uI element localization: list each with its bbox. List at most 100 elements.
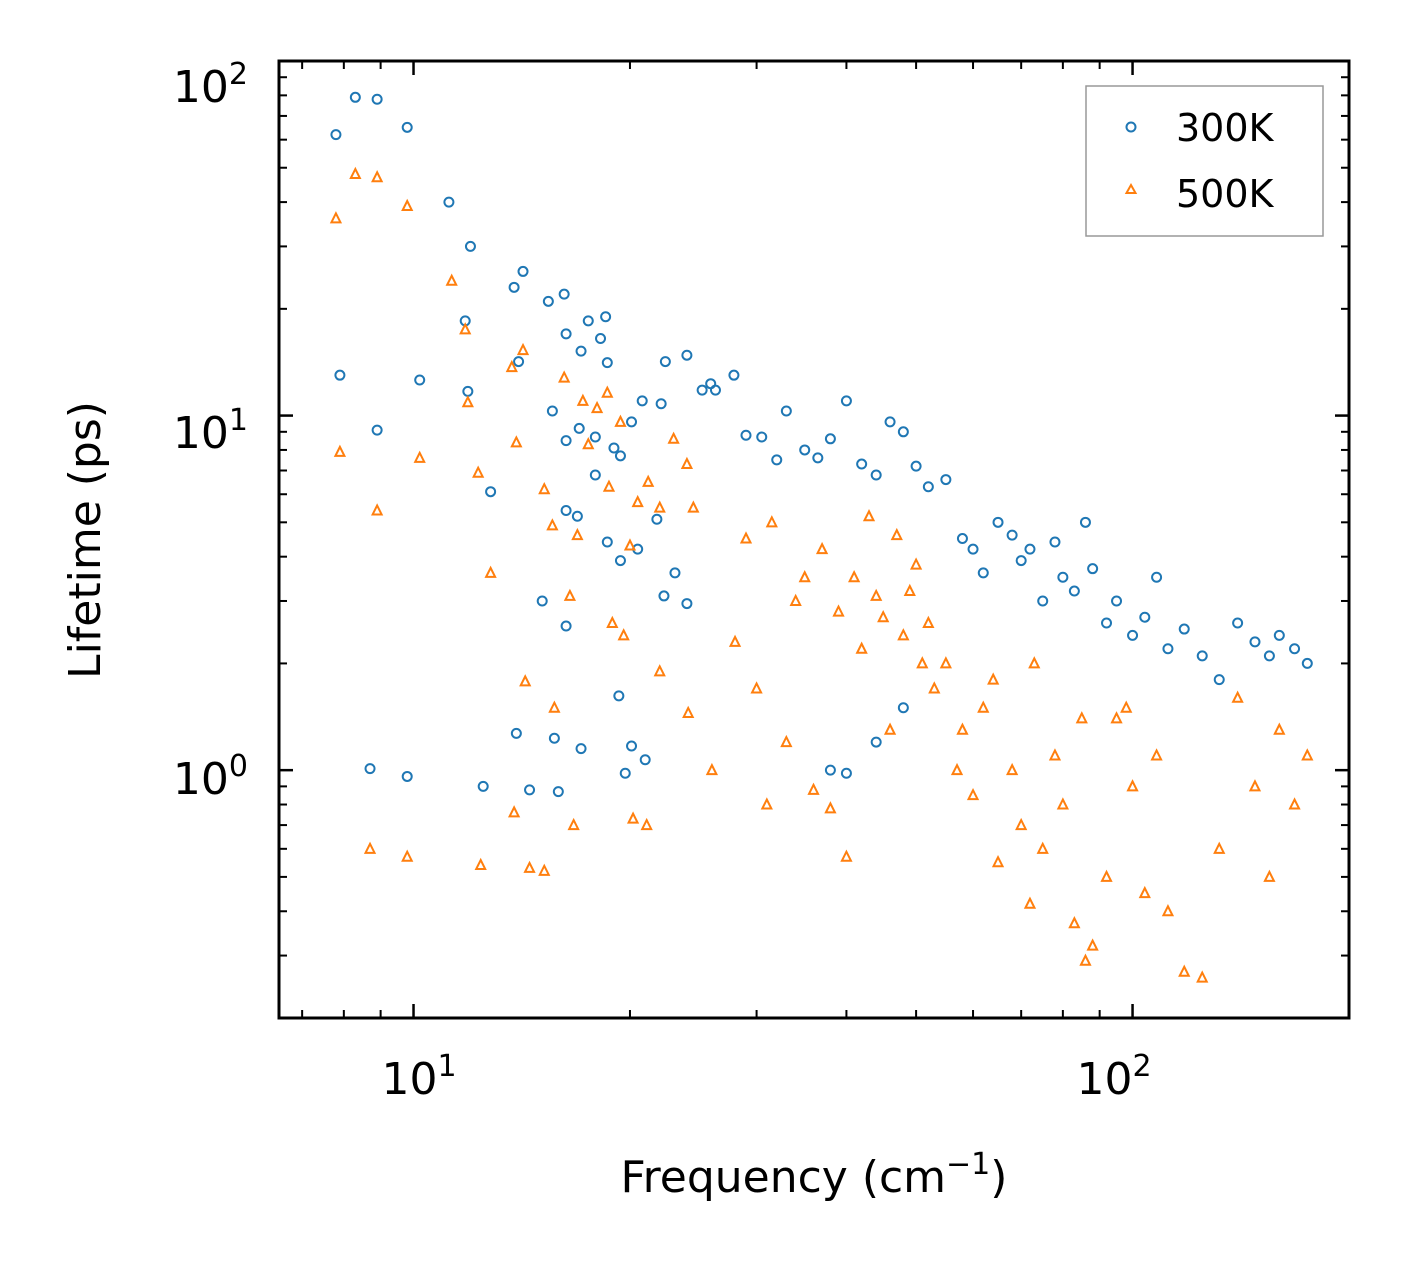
y-tick-label-100: 102 <box>173 57 248 113</box>
point-500k <box>870 588 883 601</box>
point-500k <box>548 700 561 713</box>
point-500k <box>1015 817 1028 831</box>
plot-frame <box>277 59 1351 1020</box>
point-300k <box>371 93 383 105</box>
point-300k <box>1263 650 1275 662</box>
legend: 300K 500K <box>1085 85 1324 237</box>
point-500k <box>848 570 861 583</box>
point-300k <box>658 590 670 602</box>
series-500k-points <box>329 166 1314 983</box>
point-500k <box>445 273 458 286</box>
y-tick-label-10: 101 <box>173 403 248 459</box>
point-300k <box>510 727 522 739</box>
point-300k <box>542 295 554 307</box>
point-500k <box>363 841 377 854</box>
point-300k <box>558 288 570 300</box>
point-300k <box>639 754 651 766</box>
point-500k <box>1110 711 1123 724</box>
point-500k <box>939 656 952 669</box>
point-500k <box>916 656 929 669</box>
point-500k <box>1120 700 1133 713</box>
point-500k <box>1086 938 1099 951</box>
point-300k <box>548 732 560 744</box>
point-300k <box>1178 623 1190 635</box>
point-500k <box>582 437 595 450</box>
point-300k <box>619 767 631 779</box>
point-500k <box>824 801 837 814</box>
point-500k <box>614 414 627 427</box>
point-500k <box>642 474 655 487</box>
point-500k <box>1288 797 1301 810</box>
point-500k <box>626 811 640 824</box>
point-500k <box>739 531 753 544</box>
point-300k <box>443 196 455 208</box>
point-300k <box>401 770 413 782</box>
point-300k <box>1111 595 1123 607</box>
point-300k <box>371 424 383 436</box>
point-300k <box>1301 657 1313 669</box>
point-300k <box>536 595 548 607</box>
point-500k <box>576 393 589 406</box>
point-500k <box>680 456 694 470</box>
point-300k <box>1068 585 1080 597</box>
point-500k <box>1196 970 1209 983</box>
point-300k <box>940 474 952 486</box>
point-300k <box>812 452 824 464</box>
point-500k <box>631 494 644 508</box>
point-300k <box>477 780 489 792</box>
point-500k <box>329 211 343 224</box>
point-500k <box>750 681 763 694</box>
y-axis-title: Lifetime (ps) <box>60 401 111 679</box>
point-500k <box>538 481 551 495</box>
point-300k <box>552 786 564 798</box>
point-300k <box>571 510 583 522</box>
point-500k <box>966 787 980 801</box>
point-300k <box>655 398 667 410</box>
point-500k <box>987 672 1000 685</box>
point-300k <box>601 357 613 369</box>
point-300k <box>756 431 768 443</box>
point-500k <box>461 395 474 408</box>
point-300k <box>626 416 638 428</box>
point-500k <box>807 782 820 795</box>
point-300k <box>870 736 882 748</box>
point-500k <box>1079 953 1092 966</box>
point-300k <box>840 395 852 407</box>
point-500k <box>877 609 890 623</box>
point-500k <box>546 518 559 531</box>
point-500k <box>602 479 616 492</box>
point-300k <box>546 405 558 417</box>
x-tick-label-10: 101 <box>381 1049 456 1105</box>
point-300k <box>582 315 594 327</box>
x-axis-title: Frequency (cm−1) <box>621 1147 1008 1203</box>
point-300k <box>681 598 693 610</box>
point-300k <box>740 429 752 441</box>
point-500k <box>1301 748 1314 761</box>
point-300k <box>1049 536 1061 548</box>
point-300k <box>560 328 572 340</box>
legend-label-300k: 300K <box>1176 106 1275 150</box>
point-300k <box>1289 643 1301 655</box>
point-500k <box>523 860 536 873</box>
legend-label-500k: 500K <box>1176 172 1275 216</box>
x-tick-label-100: 102 <box>1076 1049 1151 1105</box>
point-500k <box>687 500 700 513</box>
point-500k <box>883 722 897 735</box>
point-300k <box>524 784 536 796</box>
point-500k <box>1006 762 1019 776</box>
point-500k <box>1138 885 1151 899</box>
point-500k <box>601 385 614 398</box>
point-300k <box>780 405 792 417</box>
point-500k <box>563 588 577 601</box>
point-300k <box>573 422 585 434</box>
point-300k <box>856 458 868 470</box>
point-500k <box>472 465 485 478</box>
point-300k <box>910 460 922 472</box>
point-300k <box>589 431 601 443</box>
point-300k <box>1196 650 1208 662</box>
point-500k <box>507 805 521 818</box>
point-300k <box>560 435 572 447</box>
point-500k <box>505 359 518 373</box>
point-300k <box>1101 617 1113 629</box>
point-300k <box>614 450 626 462</box>
